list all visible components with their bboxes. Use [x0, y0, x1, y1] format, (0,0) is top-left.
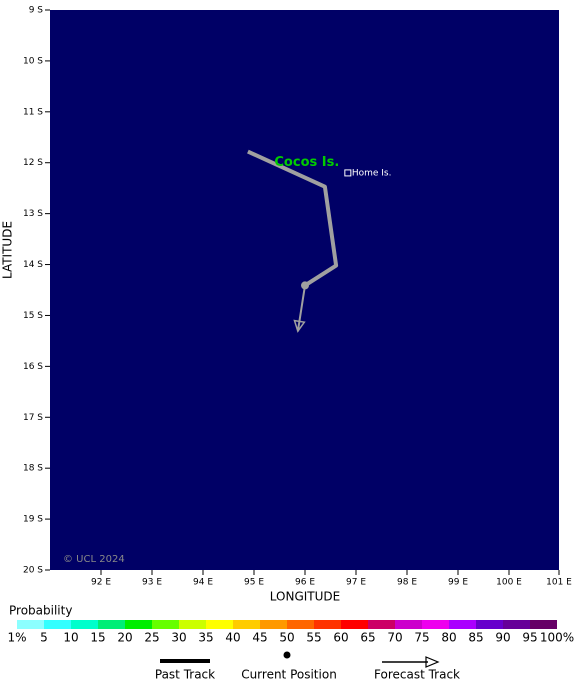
- x-tick-label: 96 E: [295, 578, 315, 588]
- probability-swatch: [314, 620, 341, 629]
- probability-swatch: [368, 620, 395, 629]
- probability-swatch: [233, 620, 260, 629]
- probability-swatch: [17, 620, 44, 629]
- y-axis-label: LATITUDE: [1, 221, 15, 279]
- current-position-key: [283, 651, 291, 659]
- legend-title: Probability: [9, 604, 72, 618]
- key-label: Forecast Track: [374, 668, 460, 682]
- y-tick-label: 17 S: [23, 413, 43, 423]
- x-axis-label: LONGITUDE: [270, 590, 340, 604]
- probability-label: 40: [225, 631, 240, 645]
- y-tick-label: 16 S: [23, 362, 43, 372]
- place-marker: [344, 169, 352, 177]
- probability-label: 1%: [7, 631, 26, 645]
- probability-label: 10: [63, 631, 78, 645]
- probability-label: 65: [360, 631, 375, 645]
- probability-label: 15: [90, 631, 105, 645]
- forecast-track: [296, 285, 306, 332]
- y-tick-label: 11 S: [23, 107, 43, 117]
- probability-swatch: [530, 620, 557, 629]
- probability-label: 5: [40, 631, 48, 645]
- probability-swatch: [395, 620, 422, 629]
- probability-label: 95: [522, 631, 537, 645]
- x-tick-label: 100 E: [496, 578, 522, 588]
- probability-label: 30: [171, 631, 186, 645]
- x-tick-label: 99 E: [448, 578, 468, 588]
- probability-swatch: [260, 620, 287, 629]
- probability-label: 90: [495, 631, 510, 645]
- probability-swatch: [341, 620, 368, 629]
- x-tick-label: 92 E: [91, 578, 111, 588]
- probability-label: 80: [441, 631, 456, 645]
- probability-swatch: [422, 620, 449, 629]
- forecast-arrow-key: [425, 656, 440, 668]
- x-tick-label: 101 E: [546, 578, 572, 588]
- probability-swatch: [449, 620, 476, 629]
- y-tick-label: 13 S: [23, 209, 43, 219]
- place-label: Home Is.: [352, 168, 392, 178]
- key-label: Past Track: [155, 668, 215, 682]
- probability-label: 75: [414, 631, 429, 645]
- y-tick-label: 18 S: [23, 464, 43, 474]
- key-label: Current Position: [241, 668, 337, 682]
- probability-label: 25: [144, 631, 159, 645]
- probability-label: 60: [333, 631, 348, 645]
- probability-swatch: [206, 620, 233, 629]
- probability-swatch: [125, 620, 152, 629]
- y-tick-label: 14 S: [23, 260, 43, 270]
- probability-swatch: [476, 620, 503, 629]
- y-tick-label: 19 S: [23, 515, 43, 525]
- y-tick-label: 10 S: [23, 56, 43, 66]
- place-label: Cocos Is.: [274, 155, 339, 170]
- probability-label: 35: [198, 631, 213, 645]
- probability-swatch: [503, 620, 530, 629]
- probability-swatch: [71, 620, 98, 629]
- probability-swatch: [152, 620, 179, 629]
- y-tick-label: 20 S: [23, 566, 43, 576]
- probability-label: 100%: [540, 631, 574, 645]
- forecast-arrowhead: [293, 319, 306, 333]
- x-tick-label: 93 E: [142, 578, 162, 588]
- probability-swatch: [179, 620, 206, 629]
- probability-label: 55: [306, 631, 321, 645]
- current-position: [301, 281, 309, 290]
- x-tick-label: 98 E: [397, 578, 417, 588]
- probability-label: 85: [468, 631, 483, 645]
- probability-swatch: [287, 620, 314, 629]
- y-tick-label: 9 S: [29, 6, 44, 16]
- copyright: © UCL 2024: [63, 554, 125, 565]
- probability-label: 70: [387, 631, 402, 645]
- probability-swatch: [98, 620, 125, 629]
- x-tick-label: 97 E: [346, 578, 366, 588]
- probability-label: 45: [252, 631, 267, 645]
- past-track: [247, 149, 339, 288]
- probability-label: 50: [279, 631, 294, 645]
- y-tick-label: 12 S: [23, 158, 43, 168]
- probability-label: 20: [117, 631, 132, 645]
- y-tick-label: 15 S: [23, 311, 43, 321]
- x-tick-label: 95 E: [244, 578, 264, 588]
- probability-swatch: [44, 620, 71, 629]
- x-tick-label: 94 E: [193, 578, 213, 588]
